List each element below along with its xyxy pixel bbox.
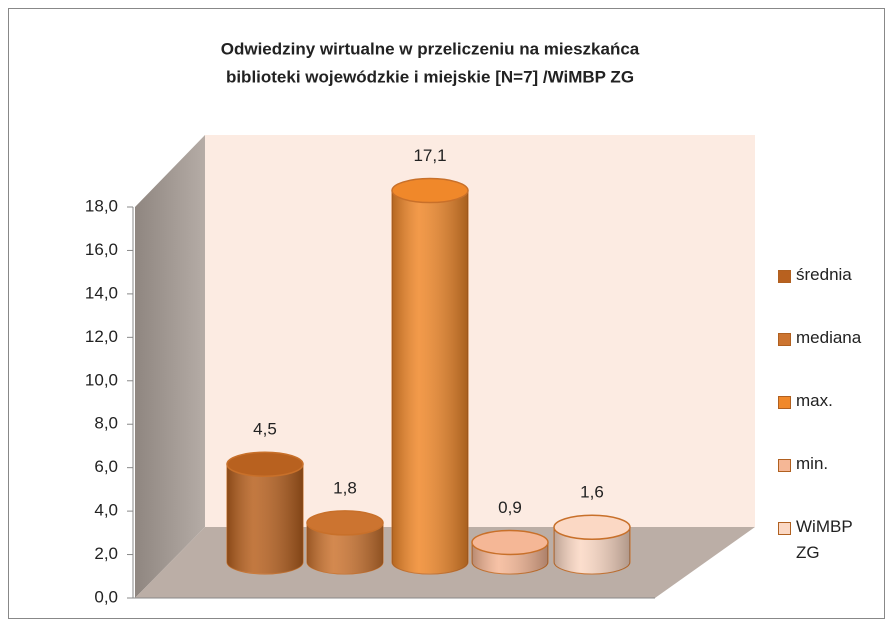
data-label: 1,6 [580, 483, 604, 502]
legend-label: min. [796, 454, 829, 473]
data-label: 4,5 [253, 420, 277, 439]
legend-item: max. [778, 388, 878, 451]
legend-label: mediana [796, 328, 862, 347]
y-tick-label: 10,0 [85, 370, 118, 389]
y-tick-label: 18,0 [85, 196, 118, 215]
bar-top [306, 510, 384, 536]
bar-top [391, 177, 469, 204]
legend-label: średnia [796, 265, 852, 284]
legend-item: min. [778, 451, 878, 514]
y-tick-label: 8,0 [94, 414, 118, 433]
y-tick-label: 0,0 [94, 587, 118, 606]
bar-top [471, 529, 549, 556]
legend-label: WiMBP ZG [796, 517, 853, 562]
legend-swatch [778, 333, 791, 346]
legend-item: WiMBP ZG [778, 514, 878, 577]
bar-top [553, 514, 631, 540]
y-tick-label: 16,0 [85, 240, 118, 259]
y-tick-label: 12,0 [85, 327, 118, 346]
bar-shade [554, 527, 630, 574]
legend-swatch [778, 522, 791, 535]
y-tick-label: 2,0 [94, 544, 118, 563]
y-tick-label: 6,0 [94, 457, 118, 476]
data-label: 0,9 [498, 498, 522, 517]
y-tick-label: 4,0 [94, 501, 118, 520]
y-tick-label: 14,0 [85, 283, 118, 302]
side-wall [135, 135, 205, 598]
legend-item: średnia [778, 262, 878, 325]
data-label: 17,1 [413, 146, 446, 165]
bar-shade [307, 522, 383, 574]
legend-item: mediana [778, 325, 878, 388]
legend-swatch [778, 459, 791, 472]
legend-swatch [778, 396, 791, 409]
bar-shade [227, 464, 303, 574]
bar-top [226, 451, 304, 477]
bar-shade [392, 190, 468, 575]
legend-label: max. [796, 391, 833, 410]
back-wall [205, 135, 755, 527]
chart-subtitle: biblioteki wojewódzkie i miejskie [N=7] … [226, 67, 634, 86]
legend: średnia mediana max. min. WiMBP ZG [778, 262, 878, 577]
legend-swatch [778, 270, 791, 283]
data-label: 1,8 [333, 478, 357, 497]
chart-title: Odwiedziny wirtualne w przeliczeniu na m… [221, 39, 640, 58]
